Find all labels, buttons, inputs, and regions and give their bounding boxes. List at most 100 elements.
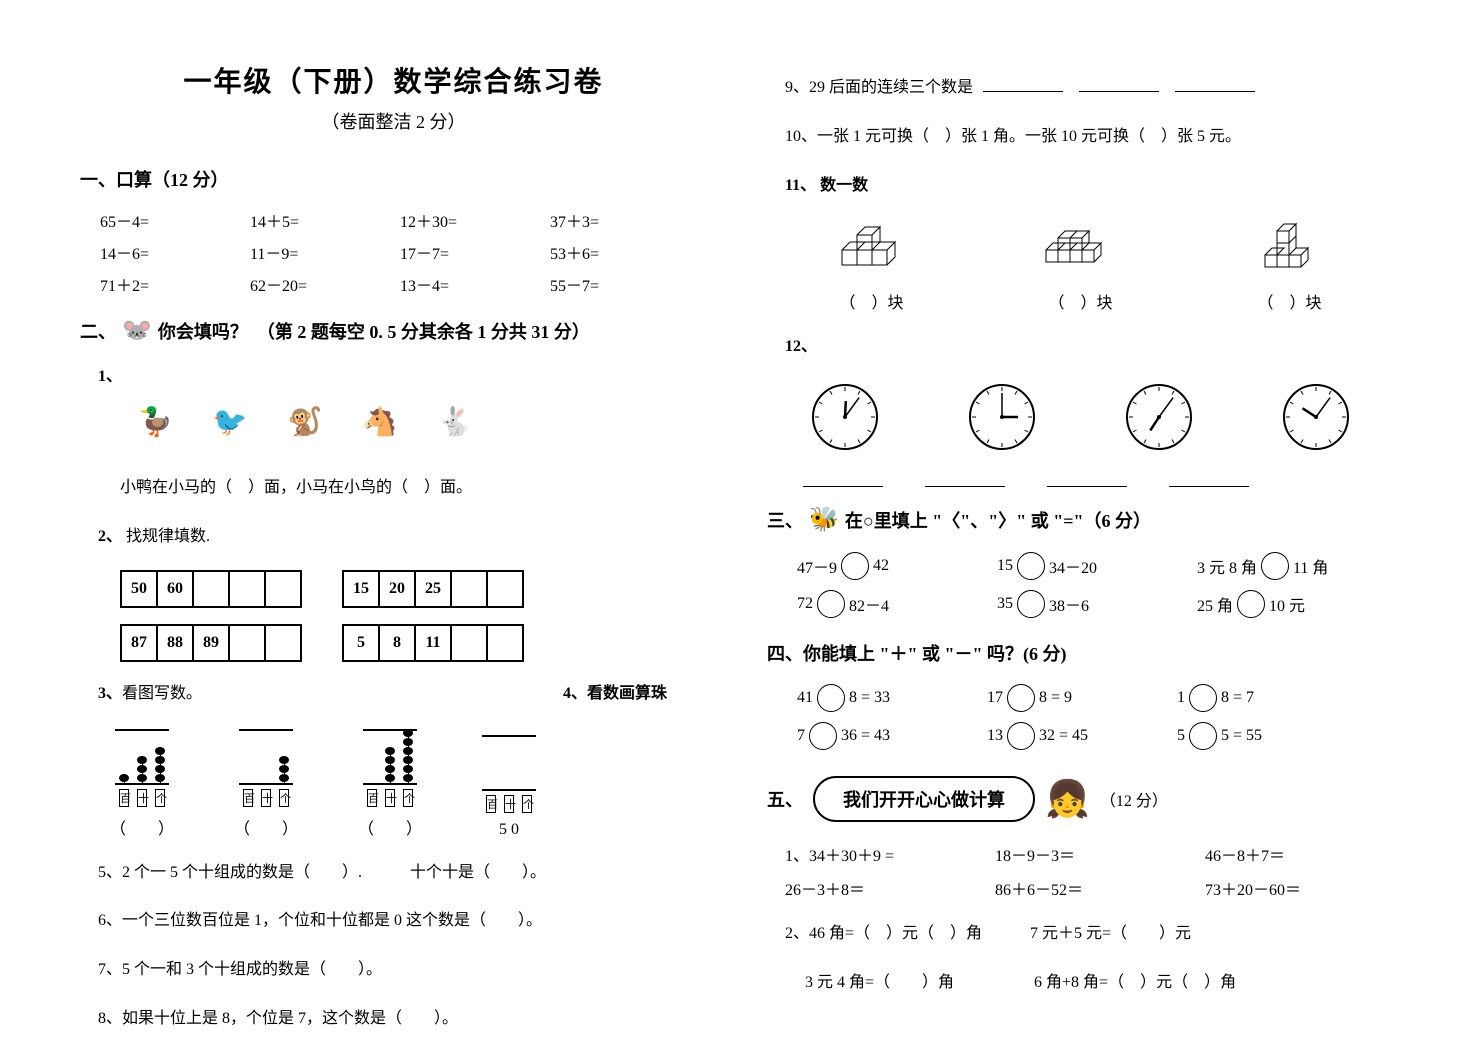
q2-label: 找规律填数. bbox=[126, 528, 210, 545]
left-column: 一年级（下册）数学综合练习卷 （卷面整洁 2 分） 一、口算（12 分） 65－… bbox=[80, 60, 707, 998]
sec3-head: 三、 🐝 在○里填上 "〈"、"〉" 或 "="（6 分） bbox=[767, 505, 1394, 534]
q3-head: 3、看图写数。 4、看数画算珠 bbox=[98, 680, 707, 709]
animal-icon: 🦆 bbox=[138, 398, 173, 448]
clock-icon bbox=[810, 382, 880, 457]
calc-row: 65－4=14＋5=12＋30=37＋3= bbox=[100, 208, 707, 232]
animal-icon: 🐦 bbox=[213, 398, 248, 448]
blocks-row: （ ）块（ ）块（ ）块 bbox=[767, 220, 1394, 313]
grid-cell bbox=[451, 625, 487, 661]
grid-cell: 5 bbox=[343, 625, 379, 661]
compare-item: 47－942 bbox=[797, 552, 957, 580]
sec2-head: 二、 🐭 你会填吗？ （第 2 题每空 0. 5 分其余各 1 分共 31 分） bbox=[80, 316, 707, 345]
q1-num: 1、 bbox=[98, 368, 122, 385]
block-group: （ ）块 bbox=[832, 220, 912, 313]
sec3-prefix: 三、 bbox=[767, 507, 803, 533]
sec3-text: 在○里填上 "〈"、"〉" 或 "="（6 分） bbox=[845, 507, 1151, 533]
q2-tables-row1: 5060 152025 bbox=[120, 570, 707, 608]
sec2-text: 你会填吗？ （第 2 题每空 0. 5 分其余各 1 分共 31 分） bbox=[158, 318, 590, 344]
clocks-row bbox=[767, 382, 1394, 457]
calc-item: 14－6= bbox=[100, 240, 200, 264]
page-subtitle: （卷面整洁 2 分） bbox=[80, 108, 707, 134]
q5: 5、2 个一 5 个十组成的数是（ ）. 十个十是（ ）。 bbox=[98, 859, 707, 888]
q11-num: 11、 bbox=[785, 177, 816, 194]
page-title: 一年级（下册）数学综合练习卷 bbox=[80, 60, 707, 100]
compare-item: 25 角10 元 bbox=[1197, 590, 1357, 618]
calc3-item: 46－8＋7＝ bbox=[1205, 842, 1375, 866]
grid-cell: 15 bbox=[343, 571, 379, 607]
sec1-head: 一、口算（12 分） bbox=[80, 166, 707, 192]
blank-3 bbox=[1175, 78, 1255, 92]
q12-num: 12、 bbox=[785, 333, 817, 362]
calc-item: 17－7= bbox=[400, 240, 500, 264]
q2-table-l1: 878889 bbox=[120, 624, 302, 662]
abacus-value: （ ） bbox=[358, 815, 422, 839]
calc-item: 12＋30= bbox=[400, 208, 500, 232]
cb4 bbox=[1169, 473, 1249, 487]
q6: 6、一个三位数百位是 1，个位和十位都是 0 这个数是（ ）。 bbox=[98, 907, 707, 936]
grid-cell bbox=[265, 571, 301, 607]
mouse-icon: 🐭 bbox=[122, 316, 152, 345]
grid-cell: 89 bbox=[193, 625, 229, 661]
sec1-rows: 65－4=14＋5=12＋30=37＋3=14－6=11－9=17－7=53＋6… bbox=[80, 200, 707, 304]
blank-2 bbox=[1079, 78, 1159, 92]
calc-item: 11－9= bbox=[250, 240, 350, 264]
q8: 8、如果十位上是 8，个位是 7，这个数是（ ）。 bbox=[98, 1005, 707, 1034]
op-item: 178 = 9 bbox=[987, 684, 1147, 712]
cb2 bbox=[925, 473, 1005, 487]
animal-icon: 🐒 bbox=[288, 398, 323, 448]
abacus: 百十个（ ） bbox=[110, 729, 174, 839]
calc3-item: 26－3＋8＝ bbox=[785, 876, 955, 900]
clock-icon bbox=[1124, 382, 1194, 457]
abacus-value: 5 0 bbox=[499, 821, 519, 839]
clock-blanks bbox=[797, 473, 1394, 487]
sec5-score: （12 分） bbox=[1100, 787, 1168, 811]
q11-label: 数一数 bbox=[820, 177, 868, 194]
cb3 bbox=[1047, 473, 1127, 487]
sec5-q2-l1: 2、46 角=（ ）元（ ）角 7 元＋5 元=（ ）元 bbox=[785, 920, 1394, 949]
q1: 1、 🦆 🐦 🐒 🐴 🐇 bbox=[98, 363, 707, 454]
q9-text: 9、29 后面的连续三个数是 bbox=[785, 79, 973, 96]
compare-item: 3 元 8 角11 角 bbox=[1197, 552, 1357, 580]
calc-item: 14＋5= bbox=[250, 208, 350, 232]
q2: 2、 找规律填数. bbox=[98, 523, 707, 552]
grid-cell: 11 bbox=[415, 625, 451, 661]
grid-cell bbox=[451, 571, 487, 607]
abacus: 百十个（ ） bbox=[234, 729, 298, 839]
q9: 9、29 后面的连续三个数是 bbox=[785, 74, 1394, 103]
clock-icon bbox=[967, 382, 1037, 457]
block-group: （ ）块 bbox=[1250, 220, 1330, 313]
q2-table-l0: 5060 bbox=[120, 570, 302, 608]
abacus-value: （ ） bbox=[234, 815, 298, 839]
calc-item: 55－7= bbox=[550, 272, 650, 296]
grid-cell: 88 bbox=[157, 625, 193, 661]
calc-item: 37＋3= bbox=[550, 208, 650, 232]
animals-row: 🦆 🐦 🐒 🐴 🐇 bbox=[138, 398, 707, 448]
sec4-head: 四、你能填上 "＋" 或 "－" 吗？(6 分) bbox=[767, 640, 1394, 666]
calc-item: 13－4= bbox=[400, 272, 500, 296]
sec3-rows: 47－9421534－203 元 8 角11 角7282－43538－625 角… bbox=[767, 542, 1394, 628]
animal-icon: 🐴 bbox=[363, 398, 398, 448]
calc3-item: 1、34＋30＋9 = bbox=[785, 842, 955, 866]
speech-bubble: 我们开开心心做计算 bbox=[813, 776, 1035, 822]
bee-icon: 🐝 bbox=[809, 505, 839, 534]
calc3-row: 1、34＋30＋9 =18－9－3＝46－8＋7＝ bbox=[785, 842, 1394, 866]
sec5-head: 五、 我们开开心心做计算 👧 （12 分） bbox=[767, 776, 1394, 822]
animal-icon: 🐇 bbox=[438, 398, 473, 448]
q11-head: 11、 数一数 bbox=[785, 172, 1394, 201]
sec5-prefix: 五、 bbox=[767, 786, 803, 812]
grid-cell: 60 bbox=[157, 571, 193, 607]
compare-item: 3538－6 bbox=[997, 590, 1157, 618]
q10: 10、一张 1 元可换（ ）张 1 角。一张 10 元可换（ ）张 5 元。 bbox=[785, 123, 1394, 152]
compare-row: 7282－43538－625 角10 元 bbox=[797, 590, 1394, 618]
calc3-item: 73＋20－60＝ bbox=[1205, 876, 1375, 900]
grid-cell: 87 bbox=[121, 625, 157, 661]
grid-cell: 20 bbox=[379, 571, 415, 607]
q12: 12、 bbox=[785, 333, 1394, 362]
calc3-row: 26－3＋8＝86＋6－52＝73＋20－60＝ bbox=[785, 876, 1394, 900]
abacus: 百十个（ ） bbox=[358, 729, 422, 839]
abacus-value: （ ） bbox=[110, 815, 174, 839]
grid-cell bbox=[229, 625, 265, 661]
compare-row: 47－9421534－203 元 8 角11 角 bbox=[797, 552, 1394, 580]
q3-num: 3、 bbox=[98, 685, 122, 702]
cb1 bbox=[803, 473, 883, 487]
